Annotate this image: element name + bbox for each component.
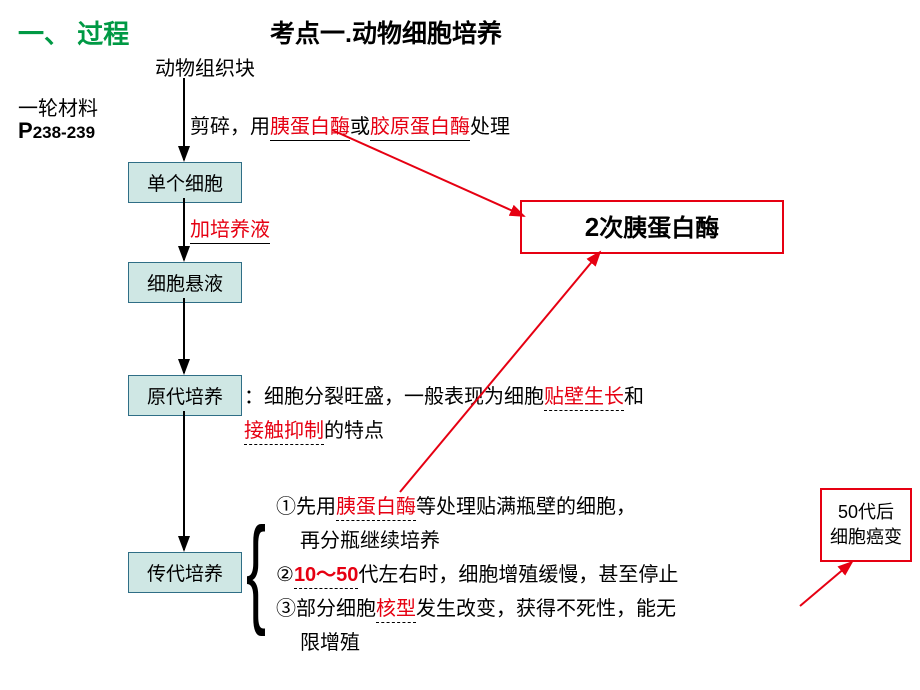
sidebar-line2: P238-239 xyxy=(18,118,95,144)
callout-text: 次胰蛋白酶 xyxy=(599,215,719,242)
node-subculture: 传代培养 xyxy=(128,552,242,593)
step1-c: 处理 xyxy=(470,116,510,138)
sidebar-line1: 一轮材料 xyxy=(18,92,98,121)
primary-line2: 接触抑制的特点 xyxy=(244,414,384,445)
sub1a: ①先用 xyxy=(276,496,336,518)
sub-line1: ①先用胰蛋白酶等处理贴满瓶壁的细胞， xyxy=(276,490,636,521)
box50-l1: 50代后 xyxy=(822,500,910,525)
section-title: 过程 xyxy=(77,19,129,49)
box-50: 50代后 细胞癌变 xyxy=(820,488,912,562)
flow-start: 动物组织块 xyxy=(155,52,255,81)
sub-line5: 限增殖 xyxy=(300,626,360,655)
sub3blank: 10～50 xyxy=(294,558,359,589)
node-single-cell: 单个细胞 xyxy=(128,162,242,203)
sub3a: ② xyxy=(276,564,294,586)
step1-line: 剪碎，用胰蛋白酶或胶原蛋白酶处理 xyxy=(190,110,510,141)
sub1blank: 胰蛋白酶 xyxy=(336,490,416,521)
sub-line4: ③部分细胞核型发生改变，获得不死性，能无 xyxy=(276,592,676,623)
sub-line2: 再分瓶继续培养 xyxy=(300,524,440,553)
callout-box: 2次胰蛋白酶 xyxy=(520,200,784,254)
sub4blank: 核型 xyxy=(376,592,416,623)
slide-root: 一、 过程 考点一.动物细胞培养 一轮材料 P238-239 动物组织块 剪碎，… xyxy=(0,0,920,690)
node-suspension: 细胞悬液 xyxy=(128,262,242,303)
sidebar-pages: 238-239 xyxy=(33,123,95,142)
primary-blank1: 贴壁生长 xyxy=(544,380,624,411)
section-num: 一、 xyxy=(18,19,70,49)
mid-red: 加培养液 xyxy=(190,213,270,244)
step1-red1: 胰蛋白酶 xyxy=(270,110,350,141)
primary-post: 的特点 xyxy=(324,420,384,442)
main-title: 考点一.动物细胞培养 xyxy=(270,14,502,50)
section-heading: 一、 过程 xyxy=(18,14,129,51)
sub1b: 等处理贴满瓶壁的细胞， xyxy=(416,496,636,518)
primary-line1: ：细胞分裂旺盛，一般表现为细胞贴壁生长和 xyxy=(244,380,804,411)
node-primary: 原代培养 xyxy=(128,375,242,416)
callout-num: 2 xyxy=(585,212,599,242)
step1-b: 或 xyxy=(350,116,370,138)
box50-l2: 细胞癌变 xyxy=(822,525,910,550)
primary-pre: ：细胞分裂旺盛，一般表现为细胞 xyxy=(244,386,544,408)
sidebar-p: P xyxy=(18,118,33,143)
sub-line3: ②10～50代左右时，细胞增殖缓慢，甚至停止 xyxy=(276,558,678,589)
sub4a: ③部分细胞 xyxy=(276,598,376,620)
step1-red2: 胶原蛋白酶 xyxy=(370,110,470,141)
primary-and: 和 xyxy=(624,386,644,408)
sub3b: 代左右时，细胞增殖缓慢，甚至停止 xyxy=(358,564,678,586)
sub4b: 发生改变，获得不死性，能无 xyxy=(416,598,676,620)
primary-blank2: 接触抑制 xyxy=(244,414,324,445)
step1-a: 剪碎，用 xyxy=(190,116,270,138)
brace-icon: { xyxy=(246,510,266,630)
